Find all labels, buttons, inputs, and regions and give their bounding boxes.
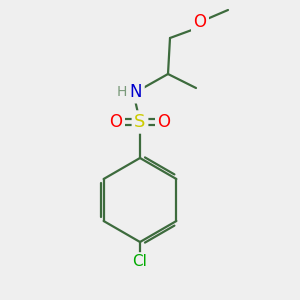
Text: O: O — [194, 13, 206, 31]
Text: O: O — [158, 113, 170, 131]
Text: O: O — [110, 113, 122, 131]
Text: N: N — [130, 83, 142, 101]
Text: H: H — [117, 85, 127, 99]
Text: Cl: Cl — [133, 254, 147, 269]
Text: S: S — [134, 113, 146, 131]
